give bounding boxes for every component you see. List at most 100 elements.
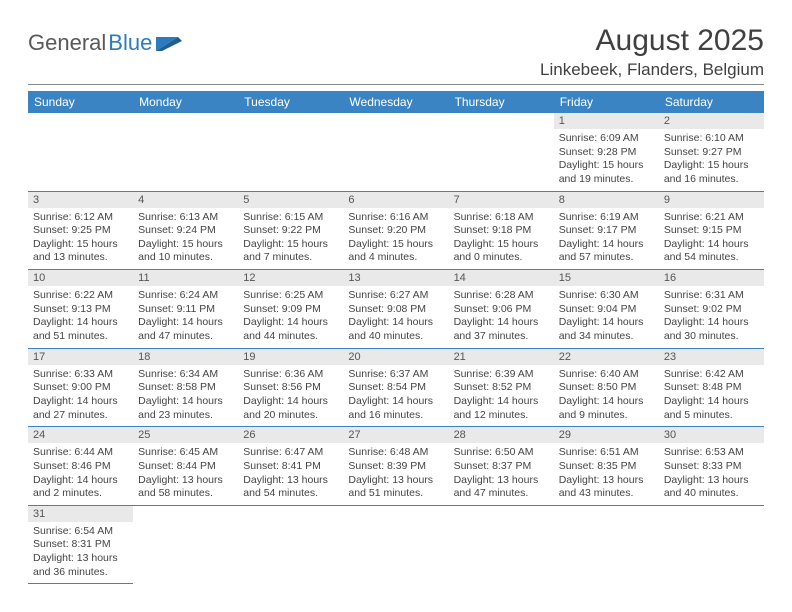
daylight-text-2: and 54 minutes. [664, 251, 759, 265]
day-details: Sunrise: 6:30 AMSunset: 9:04 PMDaylight:… [554, 286, 659, 348]
calendar-cell: 31Sunrise: 6:54 AMSunset: 8:31 PMDayligh… [28, 505, 133, 584]
daylight-text-1: Daylight: 14 hours [454, 316, 549, 330]
daylight-text-1: Daylight: 15 hours [664, 159, 759, 173]
day-details: Sunrise: 6:15 AMSunset: 9:22 PMDaylight:… [238, 208, 343, 270]
brand-logo: General Blue [28, 30, 182, 56]
daylight-text-1: Daylight: 15 hours [138, 238, 233, 252]
calendar-cell: 6Sunrise: 6:16 AMSunset: 9:20 PMDaylight… [343, 191, 448, 270]
day-number: 2 [659, 113, 764, 129]
daylight-text-2: and 47 minutes. [138, 330, 233, 344]
day-number: 27 [343, 427, 448, 443]
daylight-text-1: Daylight: 14 hours [559, 395, 654, 409]
calendar-cell: 7Sunrise: 6:18 AMSunset: 9:18 PMDaylight… [449, 191, 554, 270]
calendar-cell [28, 113, 133, 191]
daylight-text-2: and 7 minutes. [243, 251, 338, 265]
day-details: Sunrise: 6:42 AMSunset: 8:48 PMDaylight:… [659, 365, 764, 427]
day-number: 11 [133, 270, 238, 286]
sunrise-text: Sunrise: 6:12 AM [33, 211, 128, 225]
sunrise-text: Sunrise: 6:22 AM [33, 289, 128, 303]
sunrise-text: Sunrise: 6:48 AM [348, 446, 443, 460]
sunrise-text: Sunrise: 6:10 AM [664, 132, 759, 146]
brand-part2: Blue [108, 30, 152, 56]
sunset-text: Sunset: 8:35 PM [559, 460, 654, 474]
sunset-text: Sunset: 9:25 PM [33, 224, 128, 238]
calendar-cell: 28Sunrise: 6:50 AMSunset: 8:37 PMDayligh… [449, 427, 554, 506]
sunset-text: Sunset: 8:58 PM [138, 381, 233, 395]
dow-header: Thursday [449, 91, 554, 113]
day-number: 15 [554, 270, 659, 286]
daylight-text-1: Daylight: 15 hours [243, 238, 338, 252]
day-number: 10 [28, 270, 133, 286]
calendar-cell: 23Sunrise: 6:42 AMSunset: 8:48 PMDayligh… [659, 348, 764, 427]
sunset-text: Sunset: 9:00 PM [33, 381, 128, 395]
calendar-cell: 25Sunrise: 6:45 AMSunset: 8:44 PMDayligh… [133, 427, 238, 506]
daylight-text-2: and 12 minutes. [454, 409, 549, 423]
sunset-text: Sunset: 9:18 PM [454, 224, 549, 238]
daylight-text-2: and 40 minutes. [664, 487, 759, 501]
daylight-text-1: Daylight: 14 hours [348, 395, 443, 409]
dow-header: Friday [554, 91, 659, 113]
day-details: Sunrise: 6:39 AMSunset: 8:52 PMDaylight:… [449, 365, 554, 427]
daylight-text-2: and 47 minutes. [454, 487, 549, 501]
day-details: Sunrise: 6:40 AMSunset: 8:50 PMDaylight:… [554, 365, 659, 427]
calendar-cell [659, 505, 764, 584]
month-title: August 2025 [540, 24, 764, 58]
day-number: 13 [343, 270, 448, 286]
day-number: 17 [28, 349, 133, 365]
sunrise-text: Sunrise: 6:28 AM [454, 289, 549, 303]
calendar-cell: 2 Sunrise: 6:10 AMSunset: 9:27 PMDaylight… [659, 113, 764, 191]
day-details: Sunrise: 6:28 AMSunset: 9:06 PMDaylight:… [449, 286, 554, 348]
sunrise-text: Sunrise: 6:18 AM [454, 211, 549, 225]
dow-header: Monday [133, 91, 238, 113]
daylight-text-2: and 20 minutes. [243, 409, 338, 423]
sunrise-text: Sunrise: 6:42 AM [664, 368, 759, 382]
day-details: Sunrise: 6:44 AMSunset: 8:46 PMDaylight:… [28, 443, 133, 505]
calendar-cell: 3Sunrise: 6:12 AMSunset: 9:25 PMDaylight… [28, 191, 133, 270]
calendar-cell [133, 505, 238, 584]
day-number: 25 [133, 427, 238, 443]
calendar-cell: 17Sunrise: 6:33 AMSunset: 9:00 PMDayligh… [28, 348, 133, 427]
sunrise-text: Sunrise: 6:36 AM [243, 368, 338, 382]
day-number: 8 [554, 192, 659, 208]
dow-header: Sunday [28, 91, 133, 113]
sunrise-text: Sunrise: 6:51 AM [559, 446, 654, 460]
sunrise-text: Sunrise: 6:27 AM [348, 289, 443, 303]
sunrise-text: Sunrise: 6:45 AM [138, 446, 233, 460]
day-details: Sunrise: 6:34 AMSunset: 8:58 PMDaylight:… [133, 365, 238, 427]
sunrise-text: Sunrise: 6:24 AM [138, 289, 233, 303]
calendar-cell: 18Sunrise: 6:34 AMSunset: 8:58 PMDayligh… [133, 348, 238, 427]
daylight-text-1: Daylight: 14 hours [138, 316, 233, 330]
sunset-text: Sunset: 9:27 PM [664, 146, 759, 160]
sunset-text: Sunset: 8:46 PM [33, 460, 128, 474]
dow-header: Saturday [659, 91, 764, 113]
daylight-text-2: and 30 minutes. [664, 330, 759, 344]
daylight-text-1: Daylight: 14 hours [559, 238, 654, 252]
sunrise-text: Sunrise: 6:33 AM [33, 368, 128, 382]
sunset-text: Sunset: 8:44 PM [138, 460, 233, 474]
day-number: 19 [238, 349, 343, 365]
calendar-cell [449, 113, 554, 191]
calendar-cell: 12Sunrise: 6:25 AMSunset: 9:09 PMDayligh… [238, 270, 343, 349]
calendar-cell: 13 Sunrise: 6:27 AMSunset: 9:08 PMDayligh… [343, 270, 448, 349]
daylight-text-1: Daylight: 14 hours [664, 316, 759, 330]
calendar-cell [343, 505, 448, 584]
daylight-text-1: Daylight: 14 hours [33, 316, 128, 330]
daylight-text-1: Daylight: 13 hours [559, 474, 654, 488]
daylight-text-2: and 19 minutes. [559, 173, 654, 187]
calendar-cell [238, 505, 343, 584]
day-details: Sunrise: 6:47 AMSunset: 8:41 PMDaylight:… [238, 443, 343, 505]
calendar-cell [343, 113, 448, 191]
day-details: Sunrise: 6:21 AMSunset: 9:15 PMDaylight:… [659, 208, 764, 270]
sunrise-text: Sunrise: 6:50 AM [454, 446, 549, 460]
calendar-cell [133, 113, 238, 191]
daylight-text-2: and 10 minutes. [138, 251, 233, 265]
daylight-text-1: Daylight: 14 hours [664, 238, 759, 252]
day-number: 4 [133, 192, 238, 208]
daylight-text-2: and 34 minutes. [559, 330, 654, 344]
day-details: Sunrise: 6:09 AMSunset: 9:28 PMDaylight:… [554, 129, 659, 191]
day-number: 1 [554, 113, 659, 129]
sunrise-text: Sunrise: 6:54 AM [33, 525, 128, 539]
day-number: 6 [343, 192, 448, 208]
sunset-text: Sunset: 9:08 PM [348, 303, 443, 317]
daylight-text-1: Daylight: 14 hours [348, 316, 443, 330]
